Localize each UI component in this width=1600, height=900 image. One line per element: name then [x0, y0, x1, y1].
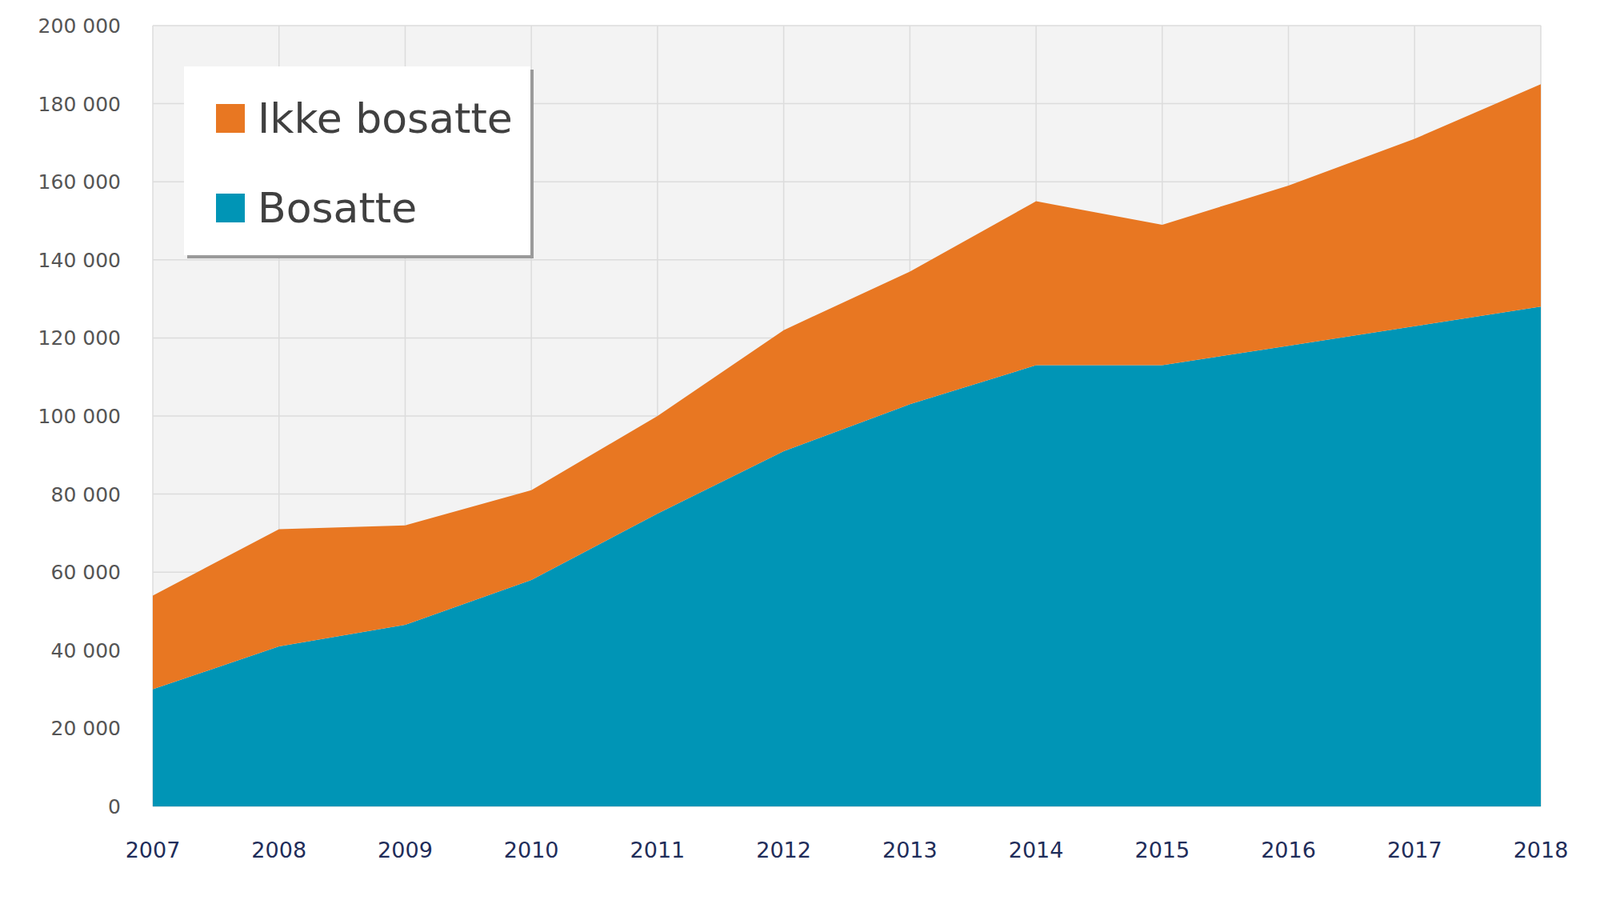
- x-tick-label: 2014: [1008, 837, 1064, 863]
- x-tick-label: 2007: [125, 837, 181, 863]
- y-tick-label: 100 000: [38, 404, 121, 428]
- grid: [152, 25, 1541, 807]
- x-tick-label: 2017: [1387, 837, 1443, 863]
- y-tick-label: 40 000: [51, 639, 121, 663]
- legend: Ikke bosatte Bosatte: [184, 66, 534, 259]
- legend-box: [184, 66, 531, 256]
- y-tick-label: 140 000: [38, 248, 121, 272]
- x-tick-label: 2008: [251, 837, 307, 863]
- y-tick-label: 200 000: [38, 14, 121, 38]
- y-tick-label: 80 000: [51, 483, 121, 507]
- plot-background: [152, 25, 1541, 807]
- x-tick-label: 2013: [882, 837, 938, 863]
- y-tick-label: 60 000: [51, 560, 121, 584]
- chart: 0 20 000 40 000 60 000 80 000 100 000 120 000 1…: [0, 0, 1600, 900]
- y-tick-label: 20 000: [51, 716, 121, 740]
- legend-swatch: [216, 193, 245, 223]
- x-tick-label: 2012: [756, 837, 812, 863]
- y-tick-label: 0: [108, 795, 121, 819]
- areas: [152, 84, 1541, 807]
- x-tick-label: 2011: [630, 837, 686, 863]
- y-tick-label: 180 000: [38, 92, 121, 116]
- legend-label: Bosatte: [257, 184, 417, 232]
- x-tick-label: 2010: [504, 837, 560, 863]
- y-tick-label: 120 000: [38, 326, 121, 350]
- y-tick-label: 160 000: [38, 170, 121, 194]
- legend-label: Ikke bosatte: [257, 94, 513, 143]
- x-tick-label: 2015: [1134, 837, 1190, 863]
- x-tick-label: 2016: [1260, 837, 1316, 863]
- legend-swatch: [216, 104, 245, 133]
- x-tick-label: 2009: [377, 837, 433, 863]
- grid-line: [152, 24, 1541, 27]
- x-tick-label: 2018: [1513, 837, 1569, 863]
